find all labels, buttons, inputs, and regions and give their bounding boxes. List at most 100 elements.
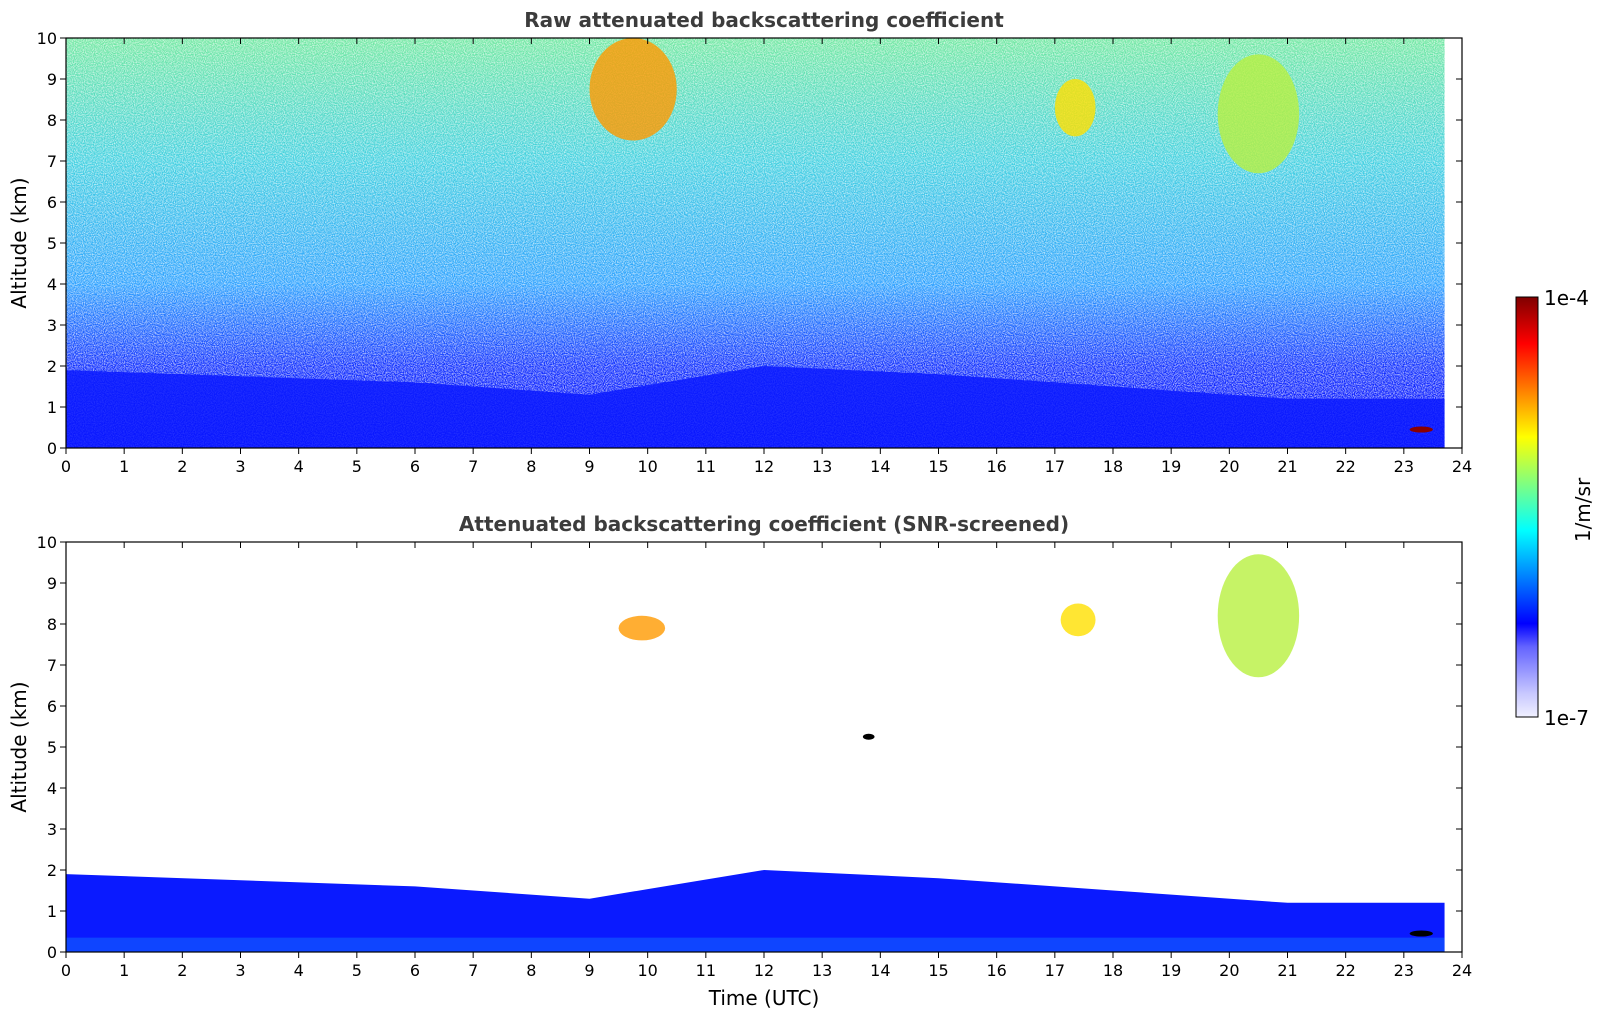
panel-raw: Raw attenuated backscattering coefficien… [7, 8, 1472, 476]
cirrus-feature-2 [1217, 54, 1300, 174]
y-tick-label: 4 [47, 275, 57, 294]
x-tick-label: 2 [177, 457, 187, 476]
x-tick-label: 14 [870, 457, 890, 476]
x-tick-label: 14 [870, 961, 890, 980]
x-tick-label: 7 [468, 961, 478, 980]
panel-screened-plot-area [66, 554, 1445, 952]
x-tick-label: 22 [1335, 457, 1355, 476]
x-tick-label: 17 [1045, 961, 1065, 980]
x-tick-label: 20 [1219, 457, 1239, 476]
x-tick-label: 1 [119, 457, 129, 476]
x-tick-label: 13 [812, 457, 832, 476]
x-tick-label: 24 [1452, 457, 1472, 476]
x-tick-label: 10 [637, 961, 657, 980]
x-tick-label: 0 [61, 457, 71, 476]
x-tick-label: 23 [1394, 961, 1414, 980]
y-tick-label: 8 [47, 111, 57, 130]
x-tick-label: 20 [1219, 961, 1239, 980]
y-tick-label: 3 [47, 316, 57, 335]
x-tick-label: 9 [584, 961, 594, 980]
x-tick-label: 3 [235, 457, 245, 476]
x-tick-label: 23 [1394, 457, 1414, 476]
x-tick-label: 1 [119, 961, 129, 980]
cloud-feature-3 [862, 733, 875, 740]
x-tick-label: 5 [352, 457, 362, 476]
x-tick-label: 19 [1161, 961, 1181, 980]
x-tick-label: 3 [235, 961, 245, 980]
boundary-layer [66, 366, 1445, 448]
x-tick-label: 4 [294, 961, 304, 980]
colorbar-max-label: 1e-4 [1544, 286, 1589, 310]
panel-screened: Attenuated backscattering coefficient (S… [7, 512, 1472, 1010]
y-tick-label: 7 [47, 656, 57, 675]
cloud-feature-3 [1409, 426, 1433, 433]
y-tick-label: 0 [47, 439, 57, 458]
colorbar-unit-label: 1/m/sr [1571, 477, 1595, 542]
panel-screened-y-ticks: 0 1 2 3 4 5 6 7 8 9 10 [37, 533, 1462, 962]
cirrus-feature-1 [1060, 603, 1096, 637]
cirrus-feature-0 [618, 615, 666, 641]
panel-screened-title: Attenuated backscattering coefficient (S… [459, 512, 1069, 536]
cirrus-feature-0 [589, 38, 677, 141]
colorbar: 1e-4 1e-7 1/m/sr [1515, 286, 1595, 730]
x-tick-label: 22 [1335, 961, 1355, 980]
x-tick-label: 0 [61, 961, 71, 980]
x-tick-label: 9 [584, 457, 594, 476]
y-tick-label: 0 [47, 943, 57, 962]
x-tick-label: 8 [526, 457, 536, 476]
x-tick-label: 5 [352, 961, 362, 980]
x-tick-label: 13 [812, 961, 832, 980]
boundary-layer [66, 870, 1445, 952]
panel-screened-x-ticks: 0 1 2 3 4 5 6 7 8 9 10 11 12 13 14 15 16 17 18 19 20 21 22 23 24 [61, 542, 1472, 980]
x-tick-label: 12 [754, 961, 774, 980]
panel-screened-y-label: Altitude (km) [7, 681, 31, 812]
x-tick-label: 6 [410, 457, 420, 476]
cirrus-feature-2 [1217, 554, 1300, 678]
cloud-feature-4 [1409, 930, 1433, 937]
x-tick-label: 18 [1103, 457, 1123, 476]
y-tick-label: 9 [47, 70, 57, 89]
x-tick-label: 21 [1277, 457, 1297, 476]
y-tick-label: 5 [47, 738, 57, 757]
y-tick-label: 6 [47, 697, 57, 716]
y-tick-label: 2 [47, 357, 57, 376]
x-tick-label: 15 [928, 457, 948, 476]
x-tick-label: 18 [1103, 961, 1123, 980]
y-tick-label: 10 [37, 29, 57, 48]
x-tick-label: 11 [696, 457, 716, 476]
x-tick-label: 11 [696, 961, 716, 980]
y-tick-label: 9 [47, 574, 57, 593]
x-axis-label: Time (UTC) [708, 986, 820, 1010]
y-tick-label: 4 [47, 779, 57, 798]
y-tick-label: 6 [47, 193, 57, 212]
y-tick-label: 8 [47, 615, 57, 634]
y-tick-label: 3 [47, 820, 57, 839]
cirrus-feature-1 [1054, 79, 1096, 137]
panel-raw-y-ticks: 0 1 2 3 4 5 6 7 8 9 10 [37, 29, 1462, 458]
surface-layer [66, 937, 1445, 952]
x-tick-label: 21 [1277, 961, 1297, 980]
y-tick-label: 1 [47, 398, 57, 417]
y-tick-label: 1 [47, 902, 57, 921]
colorbar-gradient [1515, 296, 1539, 718]
x-tick-label: 10 [637, 457, 657, 476]
colorbar-min-label: 1e-7 [1544, 706, 1589, 730]
x-tick-label: 6 [410, 961, 420, 980]
x-tick-label: 7 [468, 457, 478, 476]
x-tick-label: 8 [526, 961, 536, 980]
panel-raw-title: Raw attenuated backscattering coefficien… [524, 8, 1004, 32]
y-tick-label: 7 [47, 152, 57, 171]
x-tick-label: 2 [177, 961, 187, 980]
x-tick-label: 16 [986, 457, 1006, 476]
panel-raw-x-ticks: 0 1 2 3 4 5 6 7 8 9 10 11 12 13 14 15 16 17 18 19 20 21 22 23 24 [61, 38, 1472, 476]
x-tick-label: 24 [1452, 961, 1472, 980]
x-tick-label: 17 [1045, 457, 1065, 476]
y-tick-label: 10 [37, 533, 57, 552]
panel-raw-plot-area [66, 38, 1445, 448]
x-tick-label: 16 [986, 961, 1006, 980]
x-tick-label: 12 [754, 457, 774, 476]
x-tick-label: 19 [1161, 457, 1181, 476]
y-tick-label: 2 [47, 861, 57, 880]
panel-raw-y-label: Altitude (km) [7, 177, 31, 308]
